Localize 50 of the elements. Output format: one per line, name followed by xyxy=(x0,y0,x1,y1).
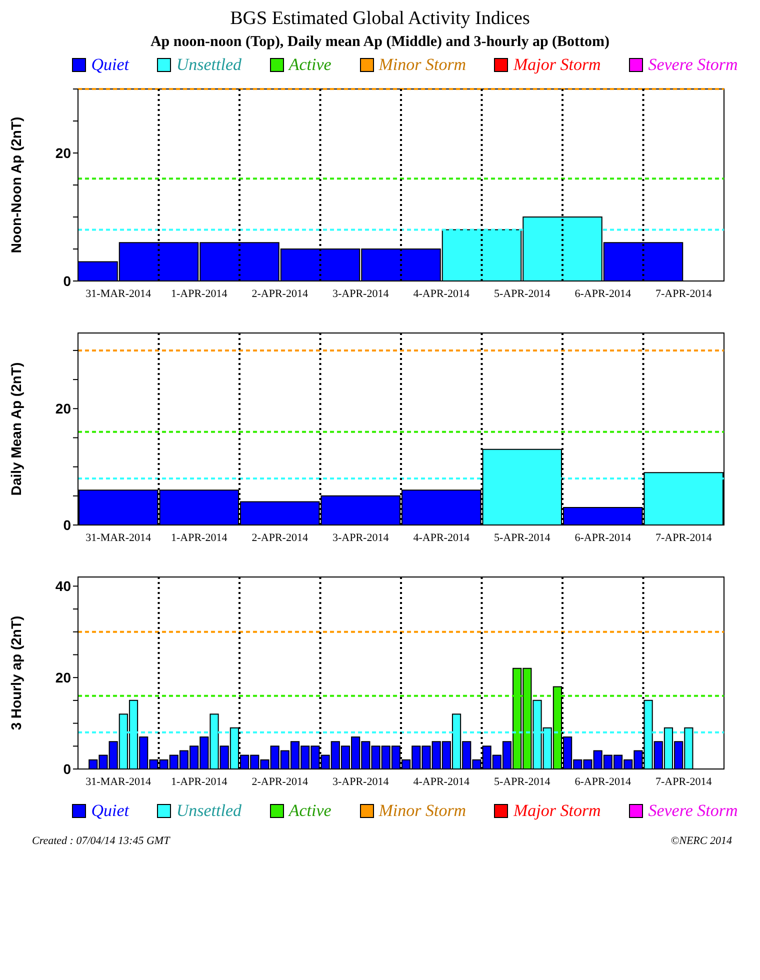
y-tick-label: 40 xyxy=(55,578,72,594)
legend-label: Severe Storm xyxy=(648,55,738,75)
x-tick-label: 3-APR-2014 xyxy=(332,288,390,300)
y-axis-title: Daily Mean Ap (2nT) xyxy=(8,362,24,496)
x-tick-label: 2-APR-2014 xyxy=(252,532,308,544)
x-tick-label: 3-APR-2014 xyxy=(332,776,390,788)
x-tick-label: 6-APR-2014 xyxy=(574,776,632,788)
legend-label: Quiet xyxy=(91,801,129,821)
y-tick-label: 0 xyxy=(63,516,72,533)
x-tick-label: 4-APR-2014 xyxy=(413,288,470,300)
text: ©NERC 2014 xyxy=(670,835,732,847)
x-tick-label: 4-APR-2014 xyxy=(413,532,470,544)
legend-label: Active xyxy=(288,801,332,821)
x-tick-label: 4-APR-2014 xyxy=(413,776,470,788)
legend-label: Active xyxy=(288,55,332,75)
x-tick-label: 31-MAR-2014 xyxy=(86,532,152,544)
y-axis-title: Noon-Noon Ap (2nT) xyxy=(8,116,24,254)
x-tick-label: 31-MAR-2014 xyxy=(86,776,152,788)
x-tick-label: 7-APR-2014 xyxy=(656,776,712,788)
legend-label: Unsettled xyxy=(176,801,242,821)
y-tick-label: 0 xyxy=(63,760,72,777)
x-tick-label: 7-APR-2014 xyxy=(656,532,712,544)
legend-label: Unsettled xyxy=(176,55,242,75)
x-tick-label: 7-APR-2014 xyxy=(656,288,712,300)
y-axis-title: 3 Hourly ap (2nT) xyxy=(8,616,24,730)
x-tick-label: 2-APR-2014 xyxy=(252,288,308,300)
chart-subtitle: Ap noon-noon (Top), Daily mean Ap (Middle) and 3-hourly ap (Bottom) xyxy=(149,34,611,51)
x-tick-label: 2-APR-2014 xyxy=(252,776,308,788)
x-tick-label: 5-APR-2014 xyxy=(494,532,551,544)
x-tick-label: 5-APR-2014 xyxy=(494,776,551,788)
y-tick-label: 20 xyxy=(55,144,72,161)
legend-label: Major Storm xyxy=(513,55,601,75)
x-tick-label: 1-APR-2014 xyxy=(171,776,228,788)
text: Created : 07/04/14 13:45 GMT xyxy=(32,835,170,847)
x-tick-label: 1-APR-2014 xyxy=(171,532,228,544)
x-tick-label: 6-APR-2014 xyxy=(574,288,632,300)
x-tick-label: 31-MAR-2014 xyxy=(86,288,152,300)
x-tick-label: 5-APR-2014 xyxy=(494,288,551,300)
legend-label: Minor Storm xyxy=(378,55,466,75)
x-tick-label: 3-APR-2014 xyxy=(332,532,390,544)
y-tick-label: 20 xyxy=(55,670,72,686)
x-tick-label: 6-APR-2014 xyxy=(574,532,632,544)
legend-label: Quiet xyxy=(91,55,129,75)
legend-label: Severe Storm xyxy=(648,801,738,821)
x-tick-label: 1-APR-2014 xyxy=(171,288,228,300)
chart-title: BGS Estimated Global Activity Indices xyxy=(229,8,531,30)
y-tick-label: 0 xyxy=(63,272,72,289)
legend-label: Minor Storm xyxy=(378,801,466,821)
legend-label: Major Storm xyxy=(513,801,601,821)
y-tick-label: 20 xyxy=(55,400,72,417)
